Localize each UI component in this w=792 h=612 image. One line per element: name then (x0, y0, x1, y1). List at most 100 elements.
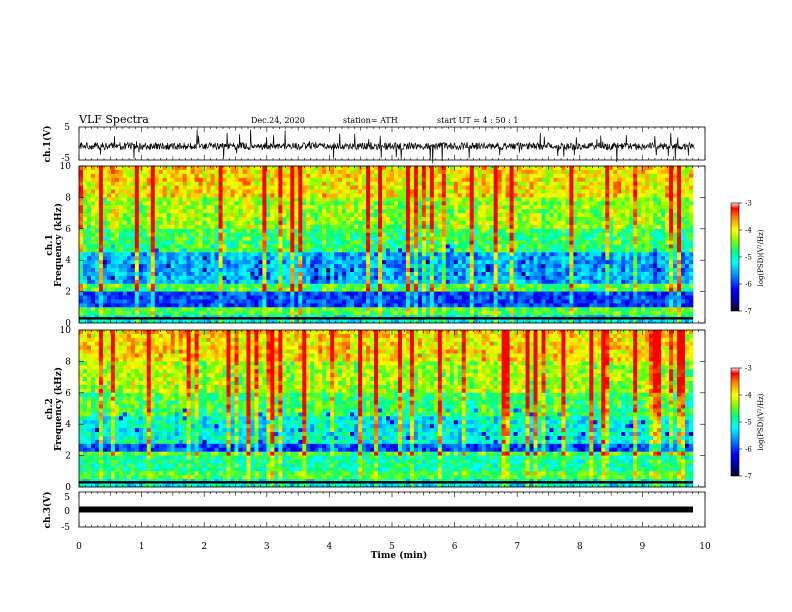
spectrogram-cell (501, 256, 506, 261)
spectrogram-cell (413, 244, 419, 249)
spectrogram-cell (529, 217, 534, 222)
spectrogram-cell (306, 209, 311, 214)
spectrogram-cell (186, 252, 191, 257)
spectrogram-cell (186, 228, 191, 234)
spectrogram-cell (689, 213, 694, 218)
spectrogram-cell (90, 220, 96, 226)
spectrogram-cell (362, 197, 367, 202)
spectrogram-cell (258, 181, 263, 186)
spectrogram-cell (565, 228, 570, 234)
spectrogram-cell (549, 271, 554, 277)
spectrogram-cell (254, 173, 259, 179)
spectrogram-cell (405, 220, 411, 226)
spectrogram-cell (629, 169, 634, 175)
spectrogram-cell (162, 181, 168, 186)
spectrogram-cell (238, 271, 243, 277)
spectrogram-cell (613, 275, 618, 281)
spectrogram-cell (473, 260, 478, 265)
spectrogram-cell (350, 256, 355, 261)
spectrogram-cell (330, 169, 335, 175)
spectrogram-cell (541, 256, 546, 261)
spectrogram-cell (485, 260, 490, 265)
spectrogram-cell (497, 275, 502, 281)
spectrogram-cell (218, 224, 223, 230)
spectrogram-cell (142, 279, 148, 285)
spectrogram-cell (677, 217, 682, 222)
spectrogram-cell (469, 205, 475, 210)
spectrogram-cell (425, 244, 431, 249)
spectrogram-cell (557, 197, 562, 202)
spectrogram-cell (657, 275, 662, 281)
spectrogram-cell (378, 217, 383, 222)
spectrogram-cell (222, 260, 227, 265)
spectrogram-cell (158, 173, 164, 179)
spectrogram-cell (182, 177, 187, 182)
spectrogram-cell (489, 236, 494, 241)
spectrogram-cell (138, 205, 144, 210)
spectrogram-cell (154, 177, 160, 182)
spectrogram-cell (86, 224, 92, 230)
spectrogram-cell (278, 177, 283, 182)
spectrogram-cell (142, 205, 148, 210)
spectrogram-cell (593, 224, 598, 230)
spectrogram-cell (154, 173, 160, 179)
spectrogram-cell (665, 169, 670, 175)
spectrogram-cell (234, 209, 239, 214)
spectrogram-cell (481, 268, 486, 273)
spectrogram-cell (549, 240, 554, 245)
spectrogram-cell (557, 275, 562, 281)
spectrogram-cell (98, 220, 104, 226)
spectrogram-cell (298, 268, 303, 273)
spectrogram-cell (669, 252, 674, 257)
spectrogram-cell (637, 173, 642, 179)
spectrogram-cell (386, 260, 391, 265)
spectrogram-cell (82, 279, 88, 285)
spectrogram-cell (413, 220, 419, 226)
spectrogram-cell (517, 209, 522, 214)
spectrogram-cell (190, 256, 195, 261)
spectrogram-cell (162, 271, 168, 277)
spectrogram-cell (202, 181, 207, 186)
spectrogram-cell (549, 205, 554, 210)
spectrogram-cell (673, 166, 678, 171)
spectrogram-cell (262, 252, 267, 257)
spectrogram-cell (98, 232, 104, 237)
spectrogram-cell (473, 283, 478, 288)
spectrogram-cell (202, 205, 207, 210)
spectrogram-cell (461, 205, 467, 210)
spectrogram-cell (314, 244, 319, 249)
spectrogram-cell (425, 283, 431, 288)
spectrogram-cell (569, 240, 574, 245)
spectrogram-cell (278, 220, 283, 226)
spectrogram-cell (306, 217, 311, 222)
spectrogram-cell (605, 240, 610, 245)
spectrogram-cell (581, 177, 586, 182)
spectrogram-cell (318, 224, 323, 230)
spectrogram-cell (461, 181, 467, 186)
spectrogram-cell (122, 169, 128, 175)
spectrogram-cell (338, 275, 343, 281)
spectrogram-cell (362, 201, 367, 206)
spectrogram-cell (90, 244, 96, 249)
spectrogram-cell (266, 248, 271, 253)
spectrogram-cell (150, 264, 156, 269)
spectrogram-cell (441, 177, 447, 182)
spectrogram-cell (589, 205, 594, 210)
spectrogram-cell (206, 260, 211, 265)
spectrogram-cell (174, 201, 179, 206)
spectrogram-cell (553, 201, 558, 206)
spectrogram-cell (226, 213, 231, 218)
spectrogram-cell (242, 169, 247, 175)
spectrogram-cell (681, 224, 686, 230)
spectrogram-cell (146, 279, 152, 285)
spectrogram-cell (362, 240, 367, 245)
spectrogram-cell (677, 205, 682, 210)
spectrogram-cell (393, 201, 399, 206)
spectrogram-cell (186, 201, 191, 206)
spectrogram-cell (597, 197, 602, 202)
spectrogram-cell (637, 217, 642, 222)
spectrogram-cell (254, 271, 259, 277)
spectrogram-cell (681, 189, 686, 194)
spectrogram-cell (110, 189, 116, 194)
spectrogram-cell (477, 275, 482, 281)
